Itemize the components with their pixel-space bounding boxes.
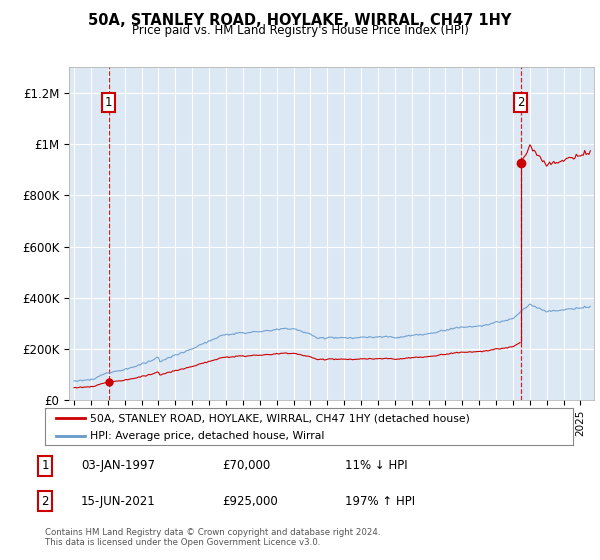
Text: 2: 2: [41, 494, 49, 508]
Text: 50A, STANLEY ROAD, HOYLAKE, WIRRAL, CH47 1HY: 50A, STANLEY ROAD, HOYLAKE, WIRRAL, CH47…: [88, 13, 512, 28]
Text: 11% ↓ HPI: 11% ↓ HPI: [345, 459, 407, 473]
Text: £70,000: £70,000: [222, 459, 270, 473]
Text: Contains HM Land Registry data © Crown copyright and database right 2024.
This d: Contains HM Land Registry data © Crown c…: [45, 528, 380, 547]
Text: 197% ↑ HPI: 197% ↑ HPI: [345, 494, 415, 508]
Text: 1: 1: [105, 96, 112, 109]
Text: 1: 1: [41, 459, 49, 473]
Text: 2: 2: [517, 96, 524, 109]
Text: Price paid vs. HM Land Registry's House Price Index (HPI): Price paid vs. HM Land Registry's House …: [131, 24, 469, 37]
Text: 03-JAN-1997: 03-JAN-1997: [81, 459, 155, 473]
Text: 15-JUN-2021: 15-JUN-2021: [81, 494, 156, 508]
Text: 50A, STANLEY ROAD, HOYLAKE, WIRRAL, CH47 1HY (detached house): 50A, STANLEY ROAD, HOYLAKE, WIRRAL, CH47…: [90, 413, 470, 423]
Text: £925,000: £925,000: [222, 494, 278, 508]
Text: HPI: Average price, detached house, Wirral: HPI: Average price, detached house, Wirr…: [90, 431, 324, 441]
